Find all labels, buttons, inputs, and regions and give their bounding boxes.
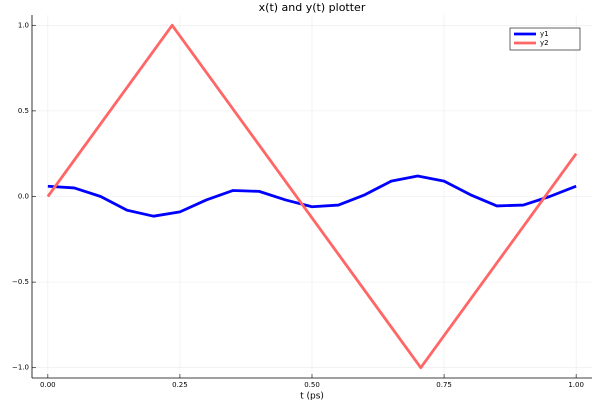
x-axis-label: t (ps) xyxy=(300,392,324,400)
legend-label: y1 xyxy=(540,30,549,38)
line-series xyxy=(47,174,577,218)
y-tick-label: 0.5 xyxy=(18,107,29,115)
x-tick-label: 1.00 xyxy=(568,381,584,389)
y-tick-label: 1.0 xyxy=(18,21,29,29)
x-tick-label: 0.75 xyxy=(436,381,452,389)
y-tick-label: −0.5 xyxy=(12,278,29,286)
y-tick-label: −1.0 xyxy=(12,364,29,372)
legend-label: y2 xyxy=(540,39,549,47)
line-series xyxy=(46,23,578,370)
x-tick-label: 0.00 xyxy=(40,381,56,389)
y-tick-label: 0.0 xyxy=(18,193,29,201)
chart-title: x(t) and y(t) plotter xyxy=(259,1,366,14)
x-tick-label: 0.25 xyxy=(172,381,188,389)
x-tick-label: 0.50 xyxy=(304,381,320,389)
